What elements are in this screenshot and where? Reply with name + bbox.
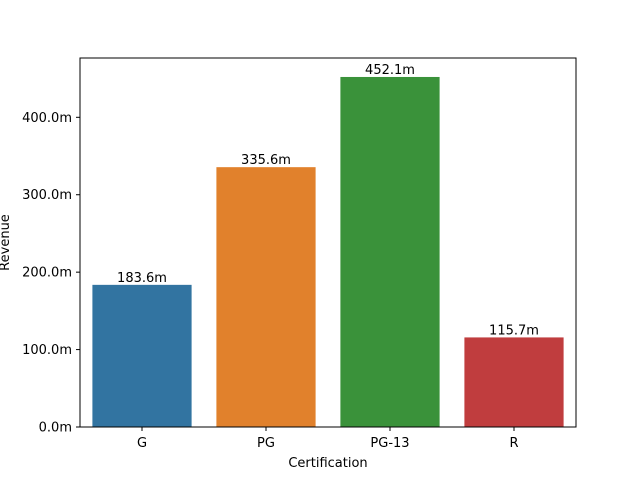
bar-value-label: 115.7m <box>489 323 539 338</box>
x-tick-label: G <box>137 436 147 451</box>
x-axis-title: Certification <box>288 456 367 471</box>
bar-value-label: 452.1m <box>365 63 415 78</box>
y-tick-label: 300.0m <box>22 188 72 203</box>
bar-g <box>92 284 192 427</box>
x-tick-label: PG-13 <box>370 436 409 451</box>
bar-value-label: 335.6m <box>241 153 291 168</box>
bar-labels-group: 183.6m 335.6m 452.1m 115.7m <box>117 63 539 338</box>
y-tick-label: 200.0m <box>22 266 72 281</box>
plot-area <box>79 57 577 428</box>
x-tick-label: R <box>509 436 518 451</box>
plot-frame <box>79 57 577 428</box>
bar-pg <box>216 167 316 427</box>
y-tick-label: 400.0m <box>22 111 72 126</box>
x-tick-label: PG <box>257 436 275 451</box>
bars-group <box>92 76 564 427</box>
y-axis-title: Revenue <box>0 214 13 271</box>
y-axis: 0.0m 100.0m 200.0m 300.0m 400.0m <box>22 111 80 436</box>
bar-pg-13 <box>340 76 440 427</box>
bar-value-label: 183.6m <box>117 271 167 286</box>
x-axis: G PG PG-13 R <box>137 427 519 451</box>
y-tick-label: 100.0m <box>22 343 72 358</box>
bar-r <box>464 337 564 427</box>
y-tick-label: 0.0m <box>39 421 72 436</box>
